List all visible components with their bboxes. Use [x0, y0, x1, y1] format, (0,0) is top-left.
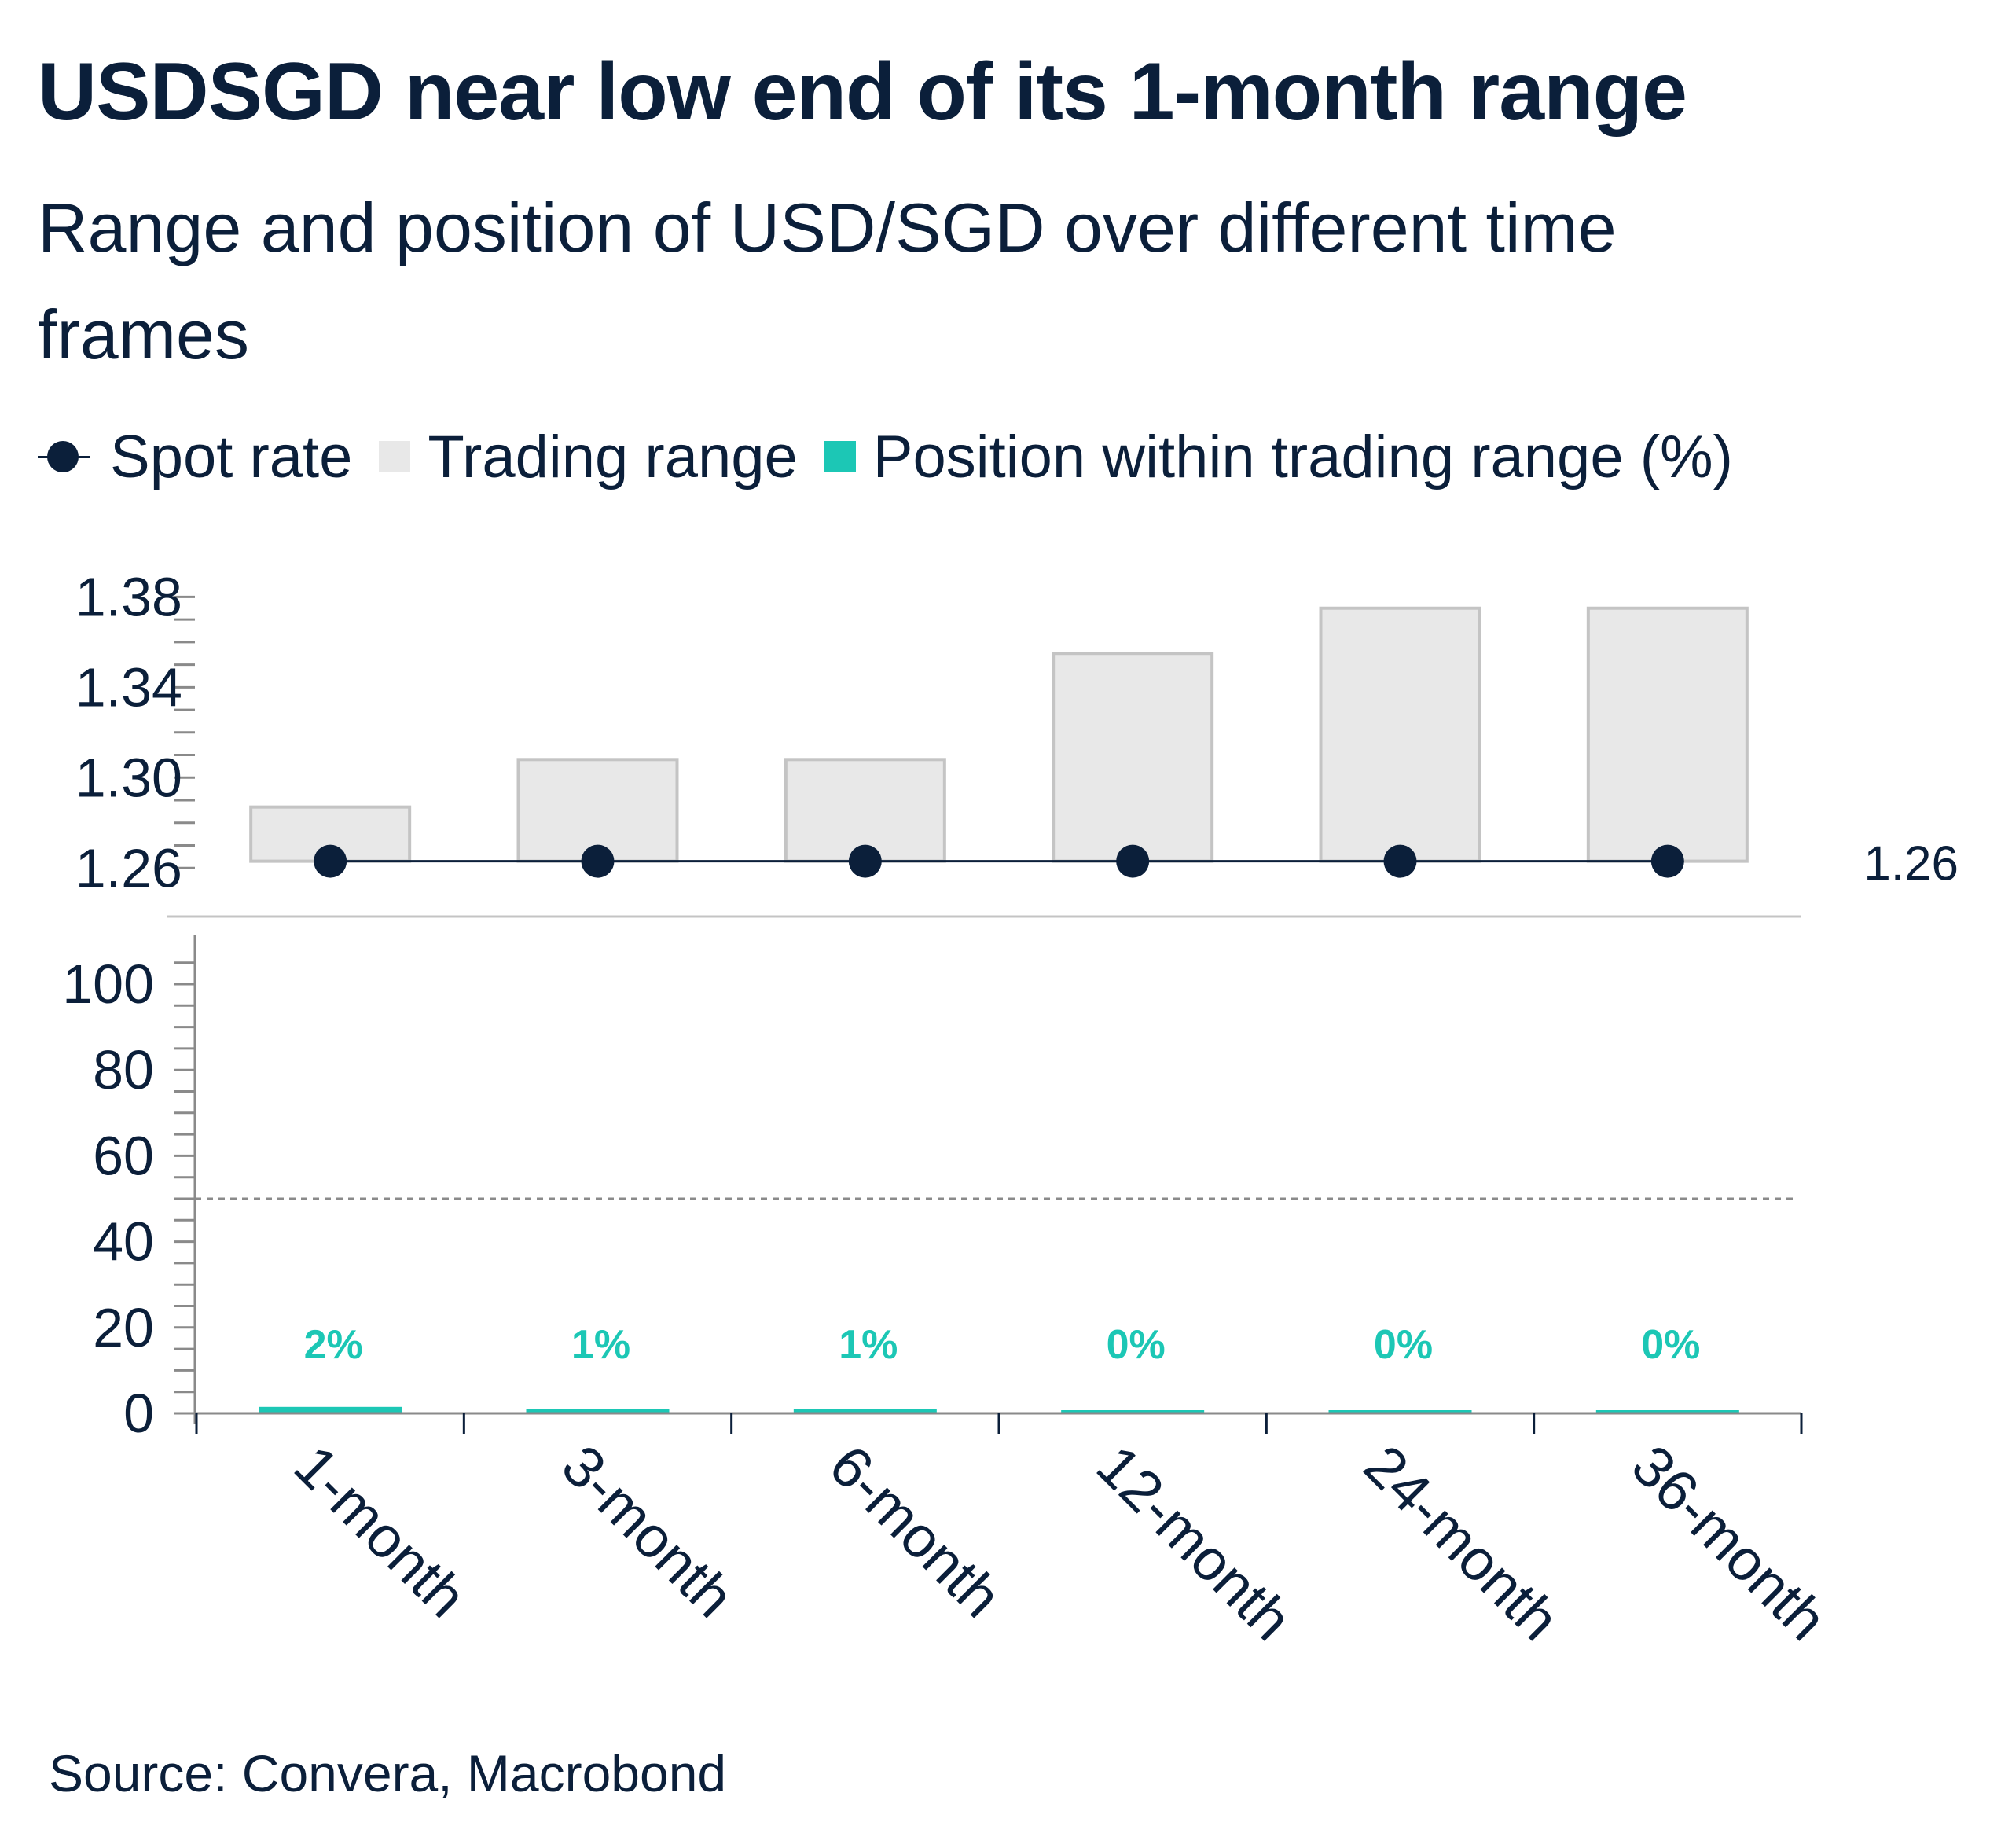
legend-item-position: Position within trading range (%): [824, 423, 1733, 491]
x-tick-label: 3-month: [549, 1433, 747, 1630]
x-tick-label: 1-month: [282, 1433, 479, 1630]
trading-range-bar: [1319, 606, 1481, 863]
legend: Spot rate Trading range Position within …: [38, 421, 1760, 492]
x-tick-label: 6-month: [817, 1433, 1015, 1630]
y-tick-label: 20: [93, 1297, 154, 1358]
trading-range-bar: [516, 758, 679, 863]
position-data-label: 1%: [839, 1322, 898, 1368]
y-tick-label: 0: [123, 1383, 154, 1444]
legend-item-spot-rate: Spot rate: [38, 423, 352, 491]
chart-subtitle: Range and position of USD/SGD over diffe…: [38, 189, 1617, 373]
position-bar: [259, 1406, 402, 1413]
spot-rate-point: [1116, 844, 1150, 878]
y-tick-label: 60: [93, 1125, 154, 1186]
position-bar: [526, 1409, 670, 1413]
y-tick-label: 1.26: [75, 837, 182, 898]
trading-range-bar: [1052, 652, 1214, 863]
x-tick-label: 36-month: [1620, 1433, 1840, 1653]
x-tick-label: 12-month: [1085, 1433, 1305, 1653]
position-bar: [1061, 1410, 1205, 1413]
spot-rate-point: [1650, 844, 1684, 878]
position-bar: [1595, 1410, 1739, 1413]
top-panel: 1.26 1.30 1.34 1.38 1.26: [75, 566, 1959, 898]
spot-rate-point: [581, 844, 615, 878]
legend-label-spot-rate: Spot rate: [110, 423, 353, 490]
position-bar: [793, 1409, 937, 1413]
spot-rate-point: [848, 844, 882, 878]
position-data-label: 0%: [1374, 1322, 1433, 1368]
position-data-label: 1%: [571, 1322, 630, 1368]
x-axis: 1-month 3-month 6-month 12-month 24-month 36-…: [195, 1412, 1840, 1653]
y-tick-label: 1.30: [75, 747, 182, 808]
y-tick-label: 1.34: [75, 656, 182, 718]
x-tick-label: 24-month: [1352, 1433, 1572, 1653]
spot-rate-point: [1383, 844, 1417, 878]
legend-label-position: Position within trading range (%): [872, 423, 1733, 490]
trading-range-bar: [784, 758, 946, 863]
bottom-panel: 0 20 40 60 80 100 2% 1% 1% 0% 0% 0%: [62, 935, 1794, 1444]
legend-swatch-trading-range: [379, 441, 411, 472]
legend-swatch-position: [824, 441, 856, 472]
spot-rate-end-label: 1.26: [1863, 837, 1959, 891]
y-tick-label: 40: [93, 1211, 154, 1273]
y-tick-label: 1.38: [75, 566, 182, 627]
source-note: Source: Convera, Macrobond: [49, 1744, 727, 1802]
legend-label-trading-range: Trading range: [428, 423, 798, 490]
y-tick-label: 80: [93, 1039, 154, 1100]
legend-item-trading-range: Trading range: [379, 423, 798, 491]
chart-title: USDSGD near low end of its 1-month range: [38, 46, 1687, 138]
spot-rate-point: [314, 844, 347, 878]
position-data-label: 2%: [304, 1322, 363, 1368]
position-data-label: 0%: [1107, 1322, 1166, 1368]
legend-marker-line-dot: [38, 433, 90, 480]
position-data-label: 0%: [1641, 1322, 1700, 1368]
trading-range-bar: [1586, 606, 1749, 863]
y-tick-label: 100: [62, 953, 154, 1015]
position-bar: [1328, 1410, 1472, 1413]
